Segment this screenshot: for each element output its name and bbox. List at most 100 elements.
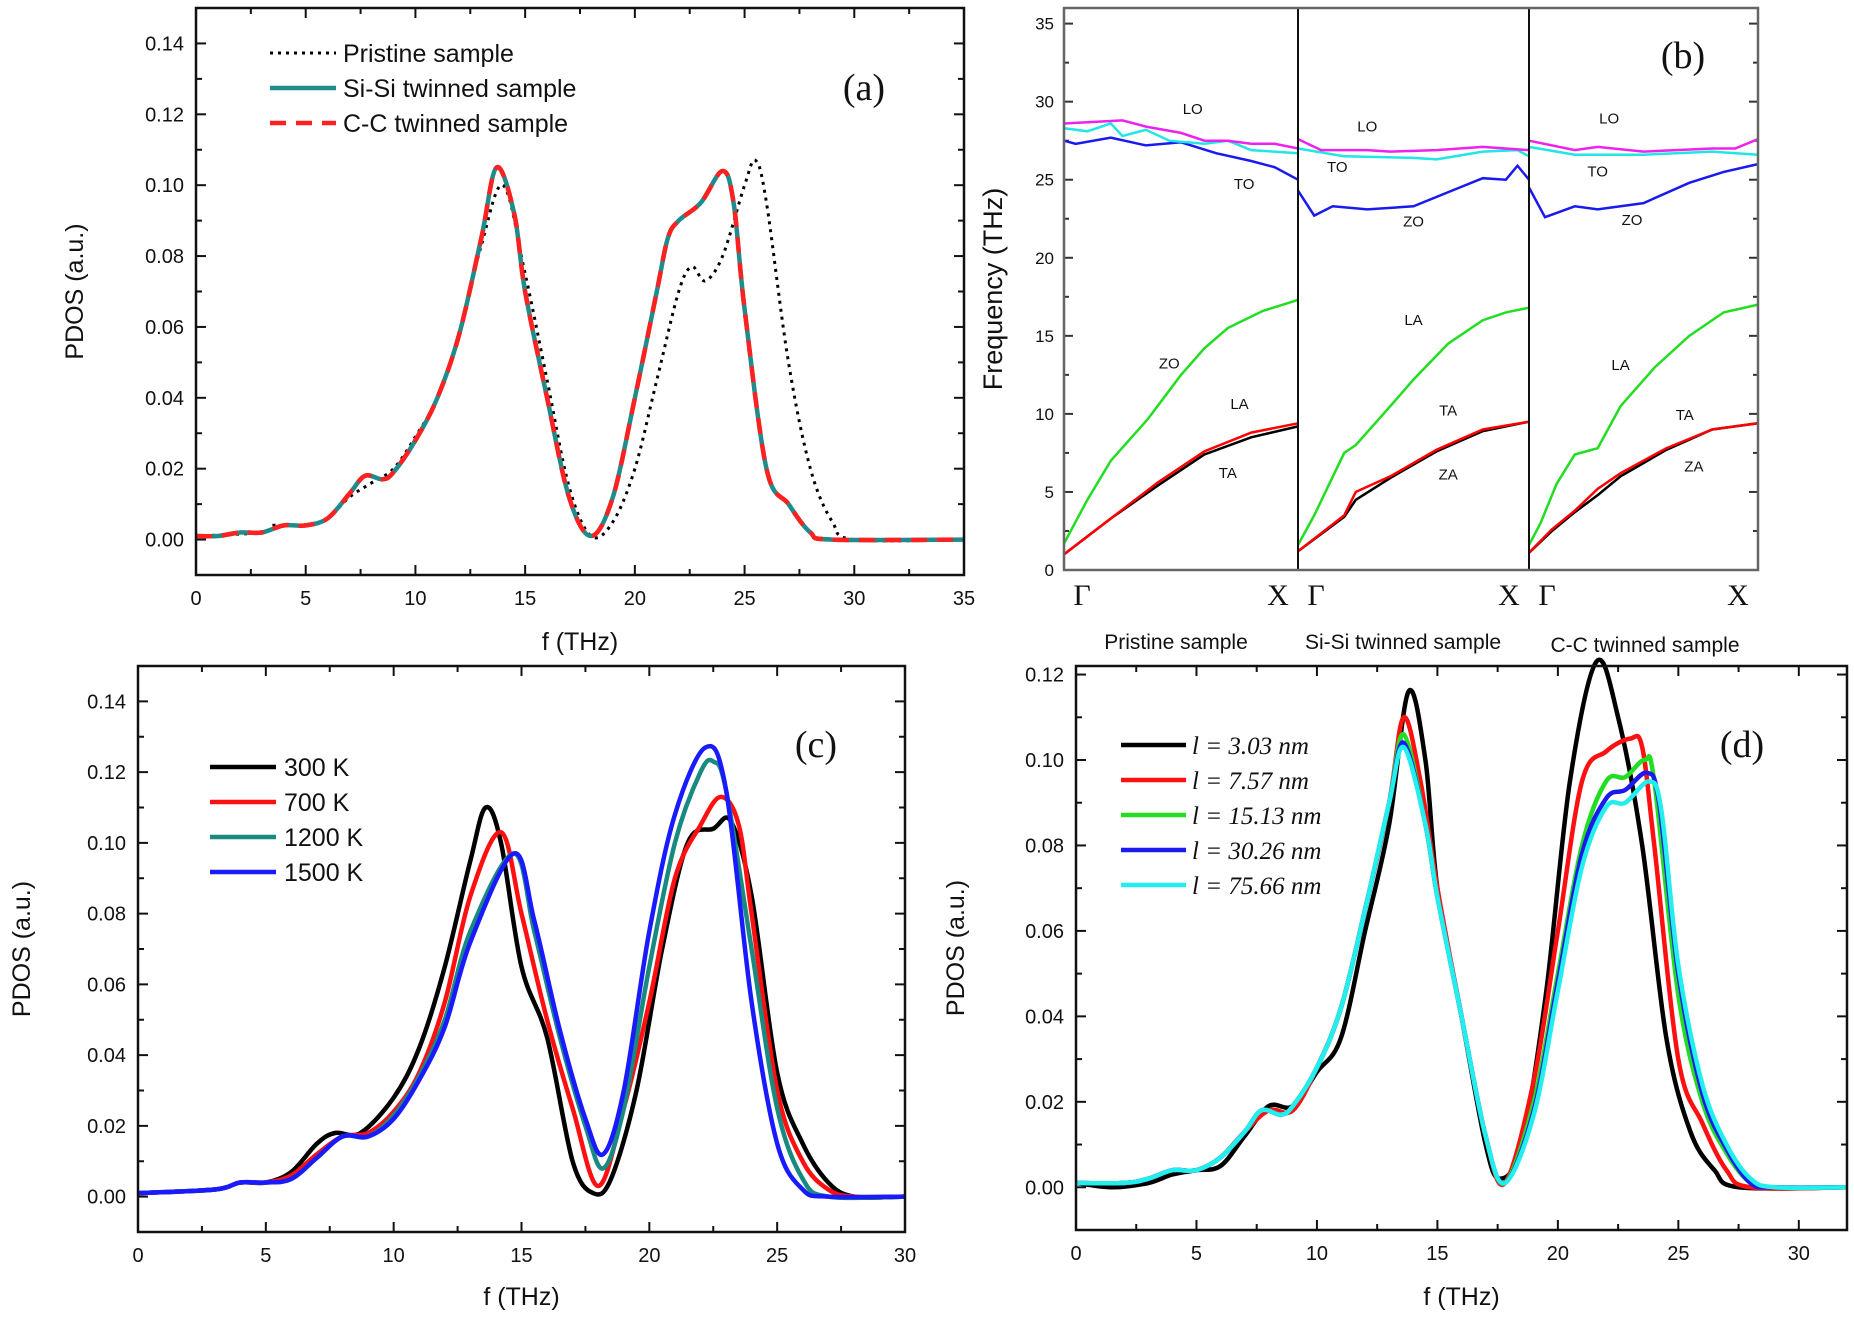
subpanel-2: ZA TA LA ZO TO LO Γ X Si-Si twinned sample bbox=[1296, 118, 1530, 654]
x-tick-label: 25 bbox=[733, 588, 755, 610]
x-tick-label: 35 bbox=[953, 588, 975, 610]
plot-frame bbox=[1062, 6, 1760, 572]
x-tick-label: 20 bbox=[1547, 1243, 1569, 1265]
legend-label: l = 3.03 nm bbox=[1192, 733, 1309, 760]
y-tick-label: 0.04 bbox=[1025, 1006, 1064, 1028]
y-axis-title: PDOS (a.u.) bbox=[8, 881, 36, 1017]
y-tick-label: 0.08 bbox=[145, 246, 184, 268]
branch-TO bbox=[1528, 145, 1759, 156]
y-tick-label: 0.00 bbox=[145, 530, 184, 552]
branch-ZO bbox=[1527, 162, 1759, 219]
branch-label: LA bbox=[1230, 396, 1248, 413]
branch-label: TA bbox=[1219, 465, 1237, 482]
x-tick-label: 25 bbox=[766, 1245, 788, 1267]
branch-LA bbox=[1296, 306, 1530, 546]
y-tick-label: 0.14 bbox=[87, 691, 126, 713]
y-tick-label: 0.04 bbox=[145, 388, 184, 410]
legend-label: 700 K bbox=[284, 789, 350, 817]
branch-label: TA bbox=[1676, 407, 1694, 424]
x-axis-title: f (THz) bbox=[542, 628, 618, 656]
branch-LA bbox=[1527, 303, 1759, 546]
x-tick-label: 0 bbox=[1070, 1243, 1081, 1265]
x-axis-title: f (THz) bbox=[483, 1283, 559, 1311]
kpoint-label-gamma: Γ bbox=[1073, 579, 1090, 612]
y-tick-label: 20 bbox=[1035, 249, 1054, 268]
panel-label: (c) bbox=[795, 724, 837, 766]
legend-label: l = 30.26 nm bbox=[1192, 838, 1321, 865]
y-tick-label: 0.10 bbox=[145, 175, 184, 197]
y-tick-label: 0.10 bbox=[1025, 750, 1064, 772]
y-tick-label: 15 bbox=[1035, 327, 1054, 346]
panel-label: (a) bbox=[843, 67, 885, 109]
series-line-2 bbox=[137, 794, 906, 1200]
y-tick-label: 0.00 bbox=[1025, 1177, 1064, 1199]
branch-label: ZA bbox=[1684, 459, 1703, 476]
x-tick-label: 20 bbox=[638, 1245, 660, 1267]
branch-LA bbox=[1062, 298, 1299, 545]
plot-frame bbox=[1074, 664, 1849, 1232]
y-tick-label: 0.02 bbox=[145, 459, 184, 481]
branch-LO bbox=[1297, 137, 1530, 153]
x-tick-label: 5 bbox=[300, 588, 311, 610]
branch-label: TO bbox=[1327, 159, 1348, 176]
branch-label: LO bbox=[1183, 101, 1203, 118]
y-axis-title: PDOS (a.u.) bbox=[942, 880, 970, 1016]
plot-frame bbox=[194, 6, 966, 577]
y-tick-label: 0.02 bbox=[1025, 1092, 1064, 1114]
y-tick-label: 25 bbox=[1035, 171, 1054, 190]
branch-label: TA bbox=[1439, 402, 1457, 419]
y-tick-label: 0.02 bbox=[87, 1116, 126, 1138]
branch-label: TO bbox=[1587, 164, 1608, 181]
y-tick-label: 0 bbox=[1045, 561, 1054, 580]
branch-label: ZO bbox=[1622, 212, 1643, 229]
series-line-5 bbox=[1075, 744, 1848, 1191]
x-tick-label: 5 bbox=[260, 1245, 271, 1267]
x-tick-label: 0 bbox=[190, 588, 201, 610]
x-tick-label: 30 bbox=[894, 1245, 916, 1267]
y-tick-label: 0.12 bbox=[1025, 665, 1064, 687]
x-tick-label: 15 bbox=[514, 588, 536, 610]
y-tick-label: 0.00 bbox=[87, 1187, 126, 1209]
branch-ZO bbox=[1296, 163, 1530, 218]
kpoint-label-x: X bbox=[1267, 579, 1289, 612]
branch-ZA bbox=[1528, 422, 1759, 554]
series-line-4 bbox=[137, 744, 906, 1200]
branch-label: ZO bbox=[1403, 214, 1424, 231]
y-tick-label: 0.10 bbox=[87, 833, 126, 855]
panel-c: 0 5 10 15 20 25 30 0.00 0.02 0.04 0.06 0.08 0.10 0.12… bbox=[8, 664, 916, 1311]
x-tick-label: 30 bbox=[843, 588, 865, 610]
branch-TA bbox=[1297, 420, 1530, 553]
branch-label: ZA bbox=[1439, 466, 1458, 483]
legend-label: Si-Si twinned sample bbox=[343, 75, 576, 103]
legend-label: 1200 K bbox=[284, 824, 364, 852]
legend-label: 1500 K bbox=[284, 859, 364, 887]
y-tick-label: 0.08 bbox=[87, 904, 126, 926]
branch-label: LA bbox=[1611, 357, 1629, 374]
series-line-1 bbox=[137, 804, 906, 1200]
panel-d: 0 5 10 15 20 25 30 0.00 0.02 0.04 0.06 0.08 0.10 0.12… bbox=[942, 657, 1849, 1311]
x-tick-label: 0 bbox=[132, 1245, 143, 1267]
x-axis-title: f (THz) bbox=[1423, 1283, 1499, 1311]
subpanel-name: Si-Si twinned sample bbox=[1305, 631, 1501, 654]
x-tick-label: 20 bbox=[624, 588, 646, 610]
legend-label: l = 75.66 nm bbox=[1192, 873, 1321, 900]
y-tick-label: 0.06 bbox=[87, 974, 126, 996]
legend-label: Pristine sample bbox=[343, 40, 514, 68]
branch-ZA bbox=[1297, 420, 1530, 553]
legend-label: l = 7.57 nm bbox=[1192, 768, 1309, 795]
y-tick-label: 0.12 bbox=[87, 762, 126, 784]
panel-label: (b) bbox=[1661, 35, 1705, 77]
branch-label: TO bbox=[1234, 176, 1255, 193]
kpoint-label-x: X bbox=[1498, 579, 1520, 612]
branch-label: LO bbox=[1599, 111, 1619, 128]
branch-TO bbox=[1063, 122, 1299, 155]
subpanel-3: ZA TA LA ZO TO LO Γ X C-C twinned sample bbox=[1527, 111, 1759, 657]
branch-label: LO bbox=[1357, 118, 1377, 135]
branch-label: ZO bbox=[1159, 356, 1180, 373]
x-tick-label: 10 bbox=[404, 588, 426, 610]
series-line-2 bbox=[195, 165, 965, 543]
y-tick-label: 0.14 bbox=[145, 33, 184, 55]
y-tick-label: 10 bbox=[1035, 405, 1054, 424]
y-axis-title: Frequency (THz) bbox=[978, 188, 1008, 391]
